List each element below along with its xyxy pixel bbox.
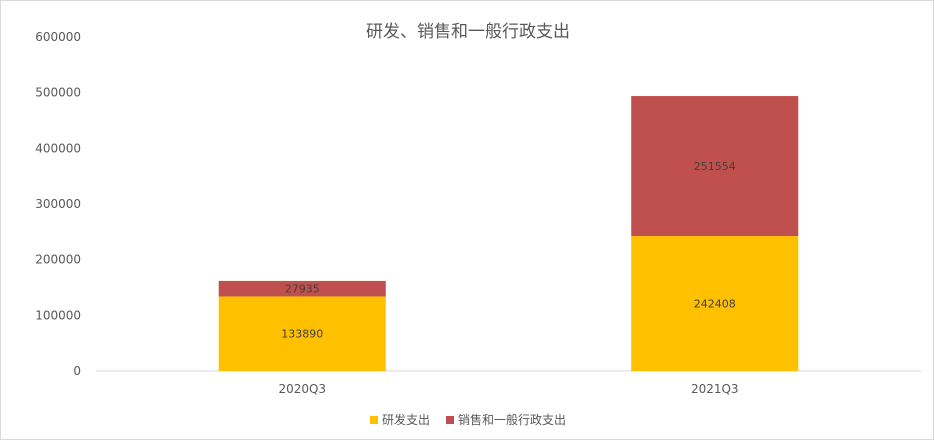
y-tick-label: 200000: [35, 253, 81, 267]
y-tick-label: 0: [73, 364, 81, 378]
bar-segment: [631, 96, 799, 237]
legend-label: 销售和一般行政支出: [458, 413, 567, 427]
y-tick-label: 300000: [35, 197, 81, 211]
bar-data-label: 251554: [694, 160, 736, 173]
y-tick-label: 500000: [35, 86, 81, 100]
y-tick-label: 400000: [35, 141, 81, 155]
legend-label: 研发支出: [381, 413, 430, 427]
y-tick-label: 600000: [35, 30, 81, 44]
x-category-label: 2020Q3: [278, 382, 326, 396]
bar-segment: [218, 296, 386, 371]
bar-data-label: 242408: [694, 298, 736, 311]
legend-item: 研发支出: [369, 411, 430, 428]
chart-title: 研发、销售和一般行政支出: [366, 22, 570, 42]
bar-segment: [631, 236, 799, 371]
bar-data-label: 27935: [285, 283, 320, 296]
legend-swatch: [369, 415, 378, 424]
x-category-label: 2021Q3: [691, 382, 739, 396]
chart-legend: 研发支出 销售和一般行政支出: [1, 411, 934, 428]
bar-data-label: 133890: [281, 328, 323, 341]
legend-swatch: [446, 415, 454, 424]
y-tick-label: 100000: [35, 308, 81, 322]
bar-segment: [218, 280, 386, 297]
legend-item: 销售和一般行政支出: [446, 411, 566, 428]
